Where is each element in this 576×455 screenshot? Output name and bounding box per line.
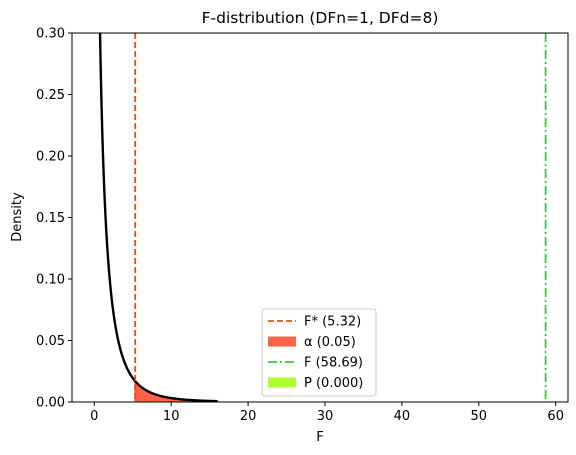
x-tick-label: 20 [240, 409, 257, 424]
x-tick-label: 40 [394, 409, 411, 424]
legend: F* (5.32) α (0.05) F (58.69) P (0.000) [261, 308, 377, 397]
legend-label: F* (5.32) [304, 315, 361, 330]
legend-label: α (0.05) [304, 335, 356, 350]
legend-label: F (58.69) [304, 356, 363, 371]
x-tick-label: 50 [471, 409, 488, 424]
x-axis-label: F [316, 430, 323, 445]
x-tick-label: 10 [163, 409, 180, 424]
y-tick-label: 0.20 [36, 150, 65, 165]
y-tick-label: 0.00 [36, 396, 65, 411]
legend-label: P (0.000) [304, 376, 363, 391]
y-tick-label: 0.25 [36, 88, 65, 103]
y-tick-label: 0.10 [36, 273, 65, 288]
legend-box [261, 308, 377, 397]
x-tick-label: 60 [547, 409, 564, 424]
x-tick-label: 0 [90, 409, 98, 424]
legend-patch [268, 377, 296, 388]
y-tick-label: 0.05 [36, 334, 65, 349]
y-axis: 0.00 0.05 0.10 0.15 0.20 0.25 0.30 [36, 27, 72, 411]
y-tick-label: 0.15 [36, 211, 65, 226]
plot-area [98, 33, 547, 402]
x-tick-label: 30 [317, 409, 334, 424]
y-axis-label: Density [10, 192, 25, 242]
density-curve [98, 33, 218, 402]
y-tick-label: 0.30 [36, 27, 65, 42]
chart-title: F-distribution (DFn=1, DFd=8) [202, 9, 439, 27]
x-axis: 0 10 20 30 40 50 60 [90, 402, 564, 424]
legend-patch [268, 336, 296, 347]
